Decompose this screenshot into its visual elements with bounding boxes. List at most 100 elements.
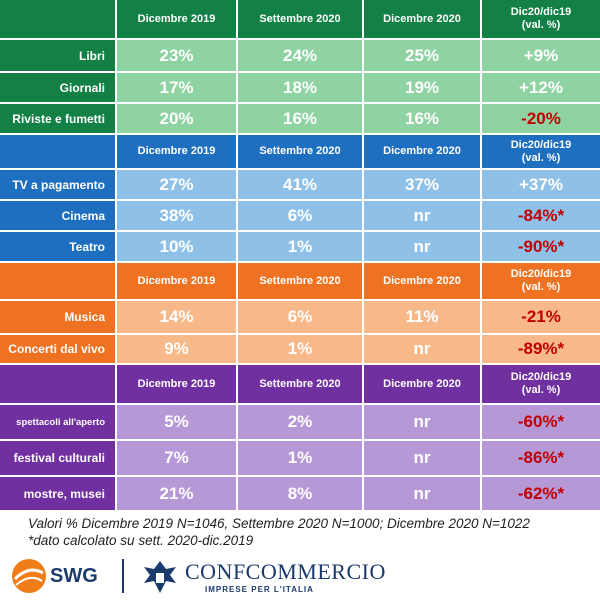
table-cell: 23% [117, 40, 238, 73]
column-header: Dicembre 2020 [364, 263, 482, 301]
table-cell: 2% [238, 405, 364, 441]
table-cell: nr [364, 405, 482, 441]
table-row: TV a pagamento 27% 41% 37% +37% [0, 170, 600, 201]
table-cell: 9% [117, 335, 238, 365]
swg-logo-icon [12, 559, 46, 593]
swg-logo-swoosh [13, 568, 44, 581]
logo-separator [122, 559, 124, 593]
musica-header-row: Dicembre 2019 Settembre 2020 Dicembre 2020… [0, 263, 600, 301]
table-row: Teatro 10% 1% nr -90%* [0, 232, 600, 263]
table-cell: nr [364, 232, 482, 263]
table-cell: +37% [482, 170, 600, 201]
eagle-shield [156, 573, 164, 583]
column-header: Dicembre 2019 [117, 0, 238, 40]
table-cell: nr [364, 477, 482, 512]
row-label: Concerti dal vivo [0, 335, 117, 365]
table-cell: 25% [364, 40, 482, 73]
table-cell: 18% [238, 73, 364, 104]
table-row: mostre, musei 21% 8% nr -62%* [0, 477, 600, 512]
table-cell: +12% [482, 73, 600, 104]
table-row: Giornali 17% 18% 19% +12% [0, 73, 600, 104]
table-row: Cinema 38% 6% nr -84%* [0, 201, 600, 232]
table-cell: 11% [364, 301, 482, 335]
table-cell: 24% [238, 40, 364, 73]
table-cell: 38% [117, 201, 238, 232]
table-cell: 37% [364, 170, 482, 201]
table-row: Riviste e fumetti 20% 16% 16% -20% [0, 104, 600, 135]
footer-sample-sizes: Valori % Dicembre 2019 N=1046, Settembre… [28, 516, 530, 531]
row-label: Riviste e fumetti [0, 104, 117, 135]
table-cell: -20% [482, 104, 600, 135]
column-header: Dicembre 2019 [117, 263, 238, 301]
table-cell: -62%* [482, 477, 600, 512]
row-label: Cinema [0, 201, 117, 232]
confcommercio-tagline: IMPRESE PER L'ITALIA [205, 585, 314, 594]
table-cell: nr [364, 201, 482, 232]
table-cell: 7% [117, 441, 238, 477]
table-cell: -84%* [482, 201, 600, 232]
table-row: Musica 14% 6% 11% -21% [0, 301, 600, 335]
table-cell: -60%* [482, 405, 600, 441]
table-row: festival culturali 7% 1% nr -86%* [0, 441, 600, 477]
table-row: spettacoli all'aperto 5% 2% nr -60%* [0, 405, 600, 441]
row-label: Giornali [0, 73, 117, 104]
swg-logo-text: SWG [50, 565, 98, 587]
row-label: festival culturali [0, 441, 117, 477]
column-header: Settembre 2020 [238, 135, 364, 170]
column-header: Dic20/dic19 (val. %) [482, 365, 600, 405]
table-cell: -90%* [482, 232, 600, 263]
editoria-header-row: Dicembre 2019 Settembre 2020 Dicembre 2020… [0, 0, 600, 40]
table-cell: 17% [117, 73, 238, 104]
column-header: Dicembre 2020 [364, 135, 482, 170]
table-cell: -86%* [482, 441, 600, 477]
eagle-logo-icon [144, 561, 176, 593]
column-header [0, 135, 117, 170]
table-cell: +9% [482, 40, 600, 73]
row-label: TV a pagamento [0, 170, 117, 201]
table-cell: nr [364, 441, 482, 477]
table-cell: -89%* [482, 335, 600, 365]
column-header: Dicembre 2019 [117, 365, 238, 405]
column-header: Dic20/dic19 (val. %) [482, 263, 600, 301]
table-cell: 20% [117, 104, 238, 135]
table-cell: 6% [238, 301, 364, 335]
table-cell: 19% [364, 73, 482, 104]
column-header: Dicembre 2020 [364, 0, 482, 40]
table-row: Concerti dal vivo 9% 1% nr -89%* [0, 335, 600, 365]
swg-logo-swoosh-2 [15, 576, 43, 586]
column-header: Settembre 2020 [238, 365, 364, 405]
column-header: Dicembre 2019 [117, 135, 238, 170]
table-cell: 14% [117, 301, 238, 335]
logos-bar: SWG CONFCOMMERCIO IMPRESE PER L'ITALIA [0, 553, 600, 600]
audiovisivo-header-row: Dicembre 2019 Settembre 2020 Dicembre 2020… [0, 135, 600, 170]
row-label: spettacoli all'aperto [0, 405, 117, 441]
row-label: mostre, musei [0, 477, 117, 512]
column-header [0, 263, 117, 301]
footer-note: Valori % Dicembre 2019 N=1046, Settembre… [28, 515, 530, 549]
eventi-header-row: Dicembre 2019 Settembre 2020 Dicembre 2020… [0, 365, 600, 405]
column-header: Settembre 2020 [238, 263, 364, 301]
column-header [0, 365, 117, 405]
table-cell: 5% [117, 405, 238, 441]
table-cell: 41% [238, 170, 364, 201]
table-cell: -21% [482, 301, 600, 335]
row-label: Teatro [0, 232, 117, 263]
table-cell: 1% [238, 441, 364, 477]
column-header: Dicembre 2020 [364, 365, 482, 405]
column-header: Dic20/dic19 (val. %) [482, 135, 600, 170]
table-cell: 8% [238, 477, 364, 512]
table-cell: nr [364, 335, 482, 365]
row-label: Libri [0, 40, 117, 73]
table-cell: 6% [238, 201, 364, 232]
row-label: Musica [0, 301, 117, 335]
table-cell: 1% [238, 335, 364, 365]
confcommercio-logo-text: CONFCOMMERCIO [185, 559, 386, 584]
column-header: Dic20/dic19 (val. %) [482, 0, 600, 40]
column-header: Settembre 2020 [238, 0, 364, 40]
table-cell: 1% [238, 232, 364, 263]
column-header [0, 0, 117, 40]
swg-logo-circle [12, 559, 46, 593]
table-cell: 21% [117, 477, 238, 512]
table-cell: 10% [117, 232, 238, 263]
footer-asterisk-note: *dato calcolato su sett. 2020-dic.2019 [28, 533, 254, 548]
